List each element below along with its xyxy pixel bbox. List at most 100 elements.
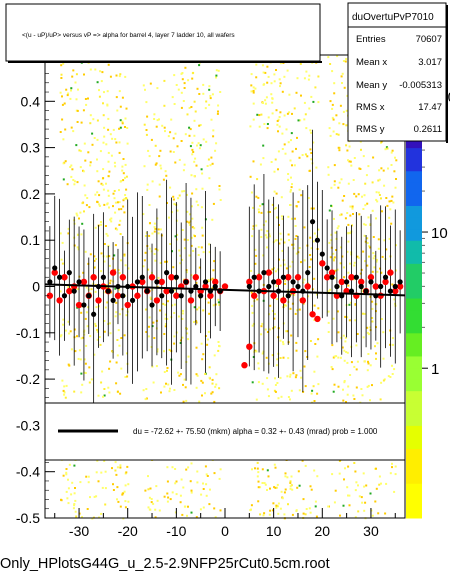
heat-cell xyxy=(60,258,63,261)
heat-cell xyxy=(114,244,117,247)
heat-cell xyxy=(87,475,90,478)
data-point-red xyxy=(134,292,141,299)
heat-cell xyxy=(77,88,79,91)
heat-cell xyxy=(285,304,288,307)
heat-cell xyxy=(198,306,201,309)
heat-cell xyxy=(380,197,382,200)
colorbar-segment xyxy=(406,483,422,496)
heat-cell xyxy=(274,270,277,273)
heat-cell xyxy=(217,104,220,107)
heat-cell xyxy=(259,513,262,516)
heat-cell xyxy=(207,279,210,282)
heat-cell xyxy=(282,343,285,346)
heat-cell xyxy=(280,215,283,218)
heat-cell xyxy=(289,204,291,206)
heat-cell xyxy=(304,385,307,388)
heat-cell xyxy=(279,507,282,510)
heat-cell xyxy=(250,291,253,294)
heat-cell xyxy=(163,385,166,388)
heat-cell xyxy=(279,232,282,235)
heat-cell xyxy=(168,390,171,393)
heat-cell xyxy=(315,515,318,518)
heat-cell xyxy=(65,468,68,470)
heat-cell xyxy=(101,183,104,186)
heat-cell xyxy=(289,481,292,484)
heat-cell xyxy=(179,373,182,376)
heat-cell xyxy=(388,237,391,240)
heat-cell xyxy=(327,290,330,293)
heat-cell xyxy=(70,89,72,92)
heat-cell xyxy=(193,306,196,309)
heat-cell xyxy=(359,140,362,143)
heat-cell xyxy=(114,201,117,204)
heat-cell xyxy=(195,188,198,191)
heat-cell xyxy=(103,394,106,397)
heat-cell xyxy=(295,147,297,150)
stats-mean-x-value: 3.017 xyxy=(418,57,442,68)
data-point-red xyxy=(61,274,68,281)
heat-cell xyxy=(355,368,358,371)
heat-cell xyxy=(337,356,340,359)
heat-cell xyxy=(180,140,183,142)
heat-cell xyxy=(154,259,157,262)
heat-cell xyxy=(103,320,106,322)
heat-cell xyxy=(263,123,266,125)
heat-cell xyxy=(295,341,298,344)
heat-cell xyxy=(265,356,268,359)
heat-cell xyxy=(332,259,335,262)
heat-cell xyxy=(218,387,221,390)
heat-cell xyxy=(371,209,374,212)
heat-cell xyxy=(281,132,284,135)
heat-cell xyxy=(329,63,332,65)
heat-cell xyxy=(254,262,257,265)
heat-cell xyxy=(193,119,196,122)
heat-cell xyxy=(154,227,157,230)
heat-cell xyxy=(347,232,350,235)
heat-cell xyxy=(347,182,350,185)
heat-cell xyxy=(274,158,277,161)
heat-cell xyxy=(266,123,269,125)
heat-cell xyxy=(388,200,391,203)
heat-cell xyxy=(211,391,214,394)
heat-cell xyxy=(87,481,90,484)
heat-cell xyxy=(286,330,289,333)
heat-cell xyxy=(258,125,261,128)
chart-title: <(u - uP)/uP> versus vP => alpha for bar… xyxy=(22,32,235,39)
data-point-red xyxy=(158,278,165,286)
stats-rms-x-value: 17.47 xyxy=(418,102,442,113)
heat-cell xyxy=(260,228,263,231)
heat-cell xyxy=(342,334,345,337)
heat-cell xyxy=(76,335,78,338)
heat-cell xyxy=(304,113,307,116)
data-point-red xyxy=(299,297,307,304)
heat-cell xyxy=(343,349,346,352)
heat-cell xyxy=(76,214,79,217)
heat-cell xyxy=(394,269,397,272)
heat-cell xyxy=(70,348,73,351)
heat-cell xyxy=(124,506,127,509)
y-tick-label: 0.2 xyxy=(21,186,41,202)
data-point-black xyxy=(178,293,184,299)
heat-cell xyxy=(316,475,319,478)
heat-cell xyxy=(190,489,193,492)
heat-cell xyxy=(343,86,346,89)
heat-cell xyxy=(80,372,83,375)
data-point-red xyxy=(319,260,326,267)
y-tick-label: -0.2 xyxy=(16,371,40,387)
heat-cell xyxy=(291,513,294,516)
heat-cell xyxy=(274,206,277,209)
heat-cell xyxy=(291,488,294,491)
heat-cell xyxy=(279,264,282,267)
data-point-black xyxy=(344,279,350,285)
heat-cell xyxy=(255,224,258,227)
x-tick-label: -30 xyxy=(69,523,89,539)
heat-cell xyxy=(288,93,291,96)
heat-cell xyxy=(257,208,260,211)
heat-cell xyxy=(78,149,81,152)
data-point-black xyxy=(290,279,296,285)
heat-cell xyxy=(217,110,219,113)
heat-cell xyxy=(74,81,77,84)
heat-cell xyxy=(375,487,378,490)
heat-cell xyxy=(367,362,370,365)
heat-cell xyxy=(342,388,344,391)
